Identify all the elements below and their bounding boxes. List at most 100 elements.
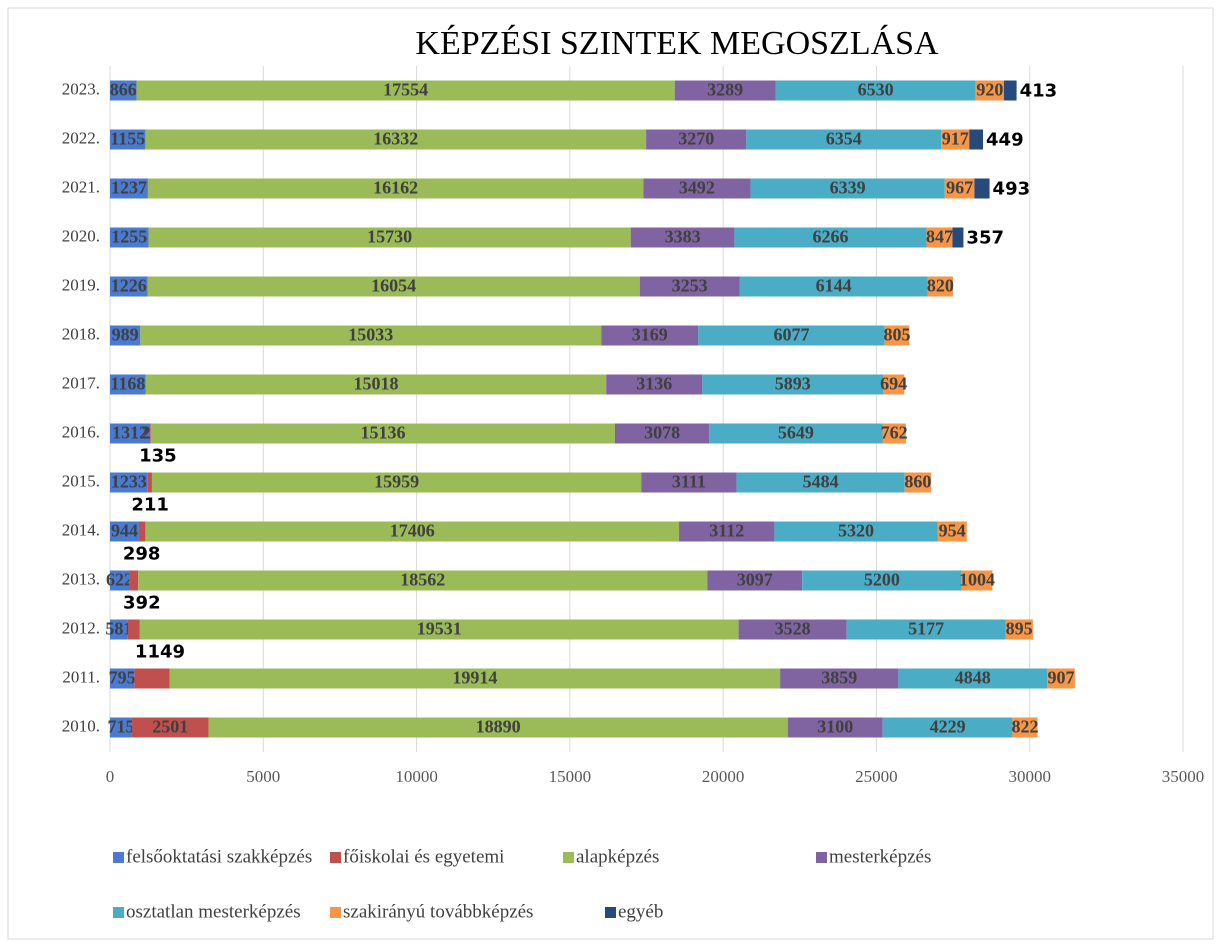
bar-segment bbox=[110, 472, 148, 493]
value-label: 3859 bbox=[821, 668, 857, 688]
bar-segment bbox=[134, 668, 170, 689]
bar-segment bbox=[774, 521, 938, 542]
x-tick-label: 15000 bbox=[549, 767, 592, 786]
bar-segment bbox=[975, 80, 1004, 101]
value-label: 907 bbox=[1047, 668, 1074, 688]
bar-segment bbox=[698, 325, 885, 346]
bar-segment bbox=[140, 325, 602, 346]
bar-segment bbox=[882, 423, 906, 444]
bar-segment bbox=[145, 521, 680, 542]
bar-segment bbox=[882, 717, 1013, 738]
bar-segment bbox=[110, 717, 132, 738]
bar-segment bbox=[138, 521, 146, 542]
bar-segment bbox=[606, 374, 703, 395]
value-label: 820 bbox=[927, 276, 954, 296]
y-tick-label: 2019. bbox=[62, 275, 100, 294]
value-label: 413 bbox=[1020, 81, 1058, 102]
bar-segment bbox=[131, 717, 209, 738]
value-label: 3100 bbox=[817, 717, 853, 737]
y-tick-label: 2015. bbox=[62, 471, 100, 490]
value-label: 15136 bbox=[360, 423, 405, 443]
legend-swatch bbox=[605, 907, 616, 918]
bar-segment bbox=[145, 129, 647, 150]
bar-segment bbox=[630, 227, 735, 248]
bar-segment bbox=[974, 178, 990, 199]
value-label: 3097 bbox=[737, 570, 773, 590]
value-label: 16332 bbox=[373, 129, 418, 149]
y-tick-label: 2014. bbox=[62, 520, 100, 539]
y-tick-label: 2018. bbox=[62, 324, 100, 343]
chart-title: KÉPZÉSI SZINTEK MEGOSZLÁSA bbox=[415, 25, 939, 62]
y-tick-label: 2010. bbox=[62, 716, 100, 735]
value-label: 17406 bbox=[390, 521, 435, 541]
value-label: 19531 bbox=[417, 619, 462, 639]
bar-segment bbox=[969, 129, 984, 150]
bar-segment bbox=[646, 129, 747, 150]
value-label: 5893 bbox=[775, 374, 811, 394]
bar-segment bbox=[1003, 80, 1017, 101]
value-label: 449 bbox=[986, 130, 1024, 151]
bar-segment bbox=[780, 668, 899, 689]
legend-label: alapképzés bbox=[576, 846, 659, 867]
y-tick-label: 2021. bbox=[62, 177, 100, 196]
bar-segment bbox=[702, 374, 884, 395]
value-label: 822 bbox=[1011, 717, 1038, 737]
bar-segment bbox=[927, 276, 953, 297]
value-label: 3136 bbox=[636, 374, 672, 394]
bar-segment bbox=[151, 472, 642, 493]
y-tick-label: 2016. bbox=[62, 422, 100, 441]
value-label: 18890 bbox=[476, 717, 521, 737]
value-label: 5649 bbox=[778, 423, 814, 443]
bar-segment bbox=[1047, 668, 1075, 689]
y-tick-label: 2022. bbox=[62, 128, 100, 147]
value-label: 967 bbox=[946, 178, 973, 198]
value-label: 6530 bbox=[858, 80, 894, 100]
value-label: 5484 bbox=[803, 472, 839, 492]
bar-segment bbox=[110, 129, 146, 150]
value-label: 6354 bbox=[826, 129, 862, 149]
value-label: 5177 bbox=[908, 619, 944, 639]
legend-swatch bbox=[113, 907, 124, 918]
value-label: 15033 bbox=[348, 325, 393, 345]
y-tick-label: 2017. bbox=[62, 373, 100, 392]
bar-segment bbox=[937, 521, 967, 542]
value-label: 1149 bbox=[135, 642, 185, 663]
value-label: 2501 bbox=[152, 717, 188, 737]
legend-swatch bbox=[563, 852, 574, 863]
value-label: 860 bbox=[904, 472, 931, 492]
x-tick-label: 5000 bbox=[246, 767, 280, 786]
value-label: 5200 bbox=[864, 570, 900, 590]
value-label: 795 bbox=[109, 668, 136, 688]
bar-segment bbox=[169, 668, 781, 689]
bar-segment bbox=[952, 227, 964, 248]
bar-segment bbox=[129, 570, 139, 591]
bar-segment bbox=[147, 472, 152, 493]
bar-segment bbox=[110, 80, 137, 101]
value-label: 1237 bbox=[111, 178, 147, 198]
value-label: 6339 bbox=[830, 178, 866, 198]
bar-segment bbox=[746, 129, 942, 150]
bar-segment bbox=[110, 619, 128, 640]
bar-segment bbox=[110, 374, 146, 395]
value-label: 920 bbox=[976, 80, 1003, 100]
legend-label: főiskolai és egyetemi bbox=[343, 846, 504, 867]
bar-segment bbox=[1012, 717, 1038, 738]
bar-segment bbox=[148, 227, 631, 248]
legend-label: osztatlan mesterképzés bbox=[126, 901, 301, 922]
bar-segment bbox=[674, 80, 776, 101]
bar-segment bbox=[110, 521, 139, 542]
bar-segment bbox=[208, 717, 788, 738]
value-label: 1168 bbox=[110, 374, 145, 394]
value-label: 694 bbox=[880, 374, 907, 394]
value-label: 16054 bbox=[371, 276, 416, 296]
value-label: 3111 bbox=[672, 472, 706, 492]
value-label: 1233 bbox=[111, 472, 147, 492]
value-label: 581 bbox=[105, 619, 132, 639]
value-label: 866 bbox=[110, 80, 137, 100]
bar-segment bbox=[707, 570, 803, 591]
value-label: 847 bbox=[926, 227, 953, 247]
value-label: 18562 bbox=[400, 570, 445, 590]
bar-segment bbox=[734, 227, 927, 248]
legend-swatch bbox=[330, 852, 341, 863]
bar-segment bbox=[641, 472, 737, 493]
